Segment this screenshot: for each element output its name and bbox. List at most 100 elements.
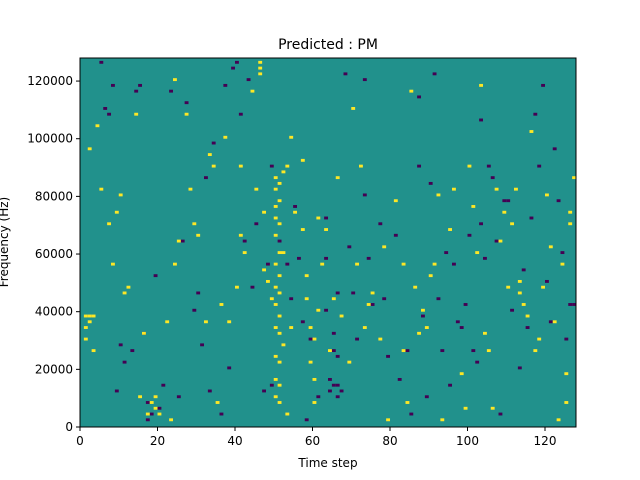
heatmap-cell-low [335,383,340,387]
heatmap-cell-low [440,349,445,353]
x-tick-label: 60 [305,434,320,448]
heatmap-cell-low [378,222,383,226]
heatmap-cell-low [304,418,309,422]
heatmap-cell-low [517,366,522,370]
y-tick-label: 0 [65,420,73,434]
heatmap-cell-high [552,320,557,324]
heatmap-cell-high [424,326,429,329]
heatmap-cell-high [285,412,290,416]
heatmap-cell-high [436,193,441,197]
heatmap-cell-low [452,262,456,266]
y-tick-label: 80000 [35,189,73,203]
heatmap-cell-high [277,401,282,404]
heatmap-cell-low [308,337,313,341]
heatmap-cell-low [347,245,352,249]
heatmap-cell-low [483,256,487,260]
heatmap-cell-low [231,66,236,70]
heatmap-cell-high [351,107,356,110]
heatmap-cell-low [149,412,154,416]
heatmap-cell-high [87,320,92,324]
heatmap-cell-low [122,360,127,364]
heatmap-cell-high [448,228,453,231]
heatmap-cell-high [215,401,220,404]
heatmap-cell-high [463,406,468,410]
heatmap-cell-high [211,164,216,168]
heatmap-cell-high [157,412,162,416]
heatmap-cell-high [304,297,309,301]
heatmap-cell-low [366,256,371,260]
heatmap-cell-low [541,83,546,87]
heatmap-cell-low [200,343,205,347]
heatmap-cell-high [269,297,274,301]
heatmap-cell-low [293,205,298,208]
heatmap-cell-low [417,95,422,99]
heatmap-cell-low [118,343,123,347]
heatmap-cell-high [277,199,282,203]
heatmap-cell-low [490,176,495,180]
heatmap-cell-low [153,274,158,278]
heatmap-cell-low [432,72,437,76]
heatmap-cell-high [83,337,88,341]
plot-frame [79,57,577,428]
heatmap-cell-high [258,72,263,76]
heatmap-cell-low [339,389,344,393]
heatmap-cell-high [494,187,499,191]
heatmap-cell-high [405,401,410,404]
heatmap-cell-high [149,401,154,404]
heatmap-cell-low [328,389,332,393]
heatmap-cell-low [444,251,449,255]
heatmap-cell-high [219,303,224,306]
heatmap-cell-high [525,314,530,318]
heatmap-cell-low [498,412,503,416]
heatmap-cell-high [204,320,208,324]
heatmap-cell-high [273,326,278,329]
heatmap-cell-low [362,78,367,82]
heatmap-cell-low [467,233,472,237]
heatmap-cell-high [169,418,174,422]
heatmap-cell-low [545,279,549,283]
heatmap-cell-high [300,158,305,162]
heatmap-cell-low [285,262,290,266]
heatmap-cell-high [184,112,189,116]
heatmap-cell-low [343,72,348,76]
heatmap-cell-high [235,285,239,289]
heatmap-cell-low [328,377,332,381]
heatmap-cell-high [537,337,542,341]
heatmap-cell-low [537,164,542,168]
heatmap-cell-high [95,124,100,128]
heatmap-cell-low [471,349,476,353]
heatmap-cell-low [324,256,329,260]
heatmap-cell-high [347,360,352,364]
heatmap-cell-low [289,297,294,301]
heatmap-cell-low [262,389,267,393]
heatmap-cell-high [99,187,104,191]
heatmap-cell-high [176,239,181,243]
heatmap-cell-high [277,314,282,318]
heatmap-cell-low [266,262,270,266]
heatmap-cell-low [463,303,468,306]
heatmap-cell-high [173,262,177,266]
heatmap-cell-low [324,308,329,312]
heatmap-cell-high [126,285,131,289]
heatmap-cell-high [107,222,112,226]
plot-background [80,58,576,427]
heatmap-cell-low [335,291,340,295]
heatmap-cell-high [502,210,507,214]
heatmap-cell-low [331,349,336,353]
heatmap-cell-high [142,331,146,335]
heatmap-cell-high [122,291,127,295]
heatmap-cell-low [572,303,577,306]
heatmap-cell-high [490,406,495,410]
heatmap-cell-low [506,199,511,203]
heatmap-cell-high [277,274,282,278]
heatmap-cell-high [87,314,92,318]
heatmap-cell-high [273,216,278,220]
x-axis: 0 20 40 60 80 100 120 [76,427,556,448]
heatmap-cell-high [227,320,232,324]
heatmap-cell-high [335,176,340,180]
heatmap-cell-high [548,245,553,249]
heatmap-cell-high [529,130,534,133]
x-tick-label: 80 [382,434,397,448]
heatmap-cell-low [424,395,429,399]
heatmap-cell-high [498,239,503,243]
